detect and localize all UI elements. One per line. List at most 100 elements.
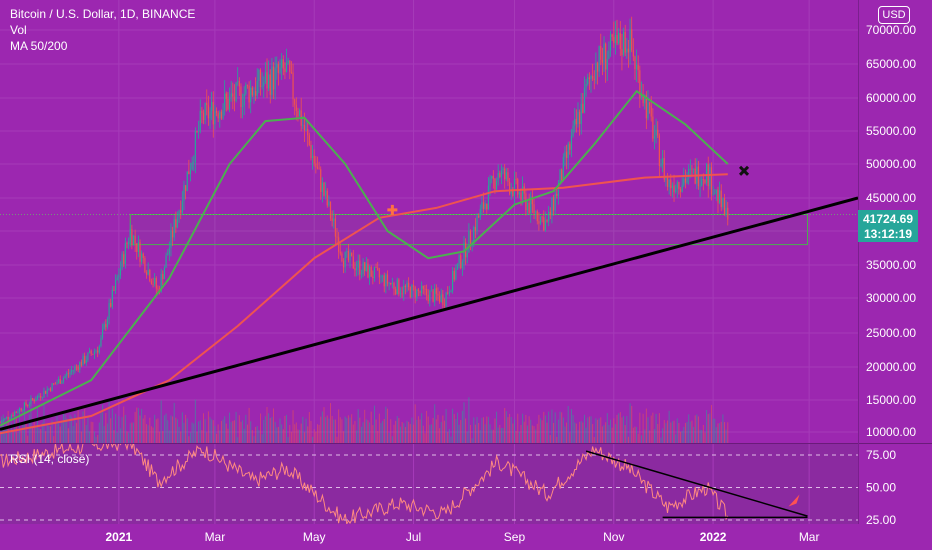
volume-bar — [220, 420, 222, 443]
time-tick-label: Sep — [504, 530, 526, 544]
candle-body — [613, 36, 615, 43]
candle-body — [320, 169, 322, 192]
candle-body — [111, 289, 113, 307]
volume-bar — [194, 399, 196, 443]
candle-body — [714, 193, 716, 195]
legend-ma[interactable]: MA 50/200 — [10, 39, 68, 53]
candle-body — [248, 85, 250, 103]
candle-body — [627, 48, 630, 53]
candle-body — [336, 236, 338, 238]
volume-bar — [383, 419, 385, 443]
candle-body — [440, 294, 442, 302]
candle-body — [704, 179, 706, 183]
candle-body — [517, 179, 519, 195]
candle-body — [587, 77, 589, 84]
volume-bar — [688, 414, 690, 443]
candle-body — [199, 110, 201, 131]
candle-body — [412, 284, 415, 288]
candle-body — [390, 282, 392, 285]
volume-bar — [198, 421, 200, 443]
volume-bar — [204, 419, 206, 443]
candle-body — [25, 402, 27, 406]
candle-body — [491, 175, 493, 179]
candle-body — [396, 279, 398, 295]
candle-body — [414, 287, 416, 298]
volume-bar — [509, 413, 511, 443]
volume-bar — [144, 415, 146, 443]
volume-bar — [566, 422, 568, 443]
volume-bar — [250, 421, 252, 443]
candle-body — [634, 56, 636, 70]
candle-body — [188, 171, 190, 175]
candle-body — [101, 329, 104, 338]
candle-body — [385, 274, 387, 287]
volume-bar — [69, 414, 71, 443]
candle-body — [281, 59, 283, 68]
candle-body — [520, 192, 522, 200]
candle-body — [284, 68, 286, 73]
time-tick-label: May — [303, 530, 326, 544]
candle-body — [658, 135, 660, 166]
candle-body — [355, 268, 358, 271]
volume-bar — [22, 423, 24, 443]
legend-volume[interactable]: Vol — [10, 23, 27, 37]
volume-bar — [209, 417, 211, 443]
volume-bar — [564, 426, 566, 443]
candle-body — [84, 355, 86, 363]
candle-body — [512, 188, 514, 196]
volume-bar — [308, 412, 310, 443]
time-axis[interactable]: 2021 Mar May Jul Sep Nov 2022 Mar — [105, 530, 819, 544]
volume-bar — [644, 429, 646, 443]
candle-body — [522, 186, 524, 200]
volume-bar — [196, 431, 198, 443]
volume-bar — [334, 419, 336, 443]
candle-body — [326, 190, 328, 206]
candle-body — [95, 350, 97, 352]
volume-bar — [665, 423, 667, 443]
volume-bar — [45, 431, 47, 443]
candle-body — [701, 179, 703, 186]
volume-bar — [30, 407, 32, 443]
volume-bar — [481, 417, 483, 443]
price-tick-label: 60000.00 — [866, 91, 916, 105]
volume-bar — [645, 408, 647, 443]
candle-body — [671, 185, 673, 189]
candle-body — [263, 82, 265, 86]
volume-bar — [54, 422, 56, 443]
volume-bar — [694, 415, 696, 443]
volume-bar — [624, 425, 626, 443]
volume-bar — [124, 414, 126, 443]
candle-body — [644, 95, 646, 104]
candle-body — [536, 211, 538, 222]
volume-bar — [282, 429, 284, 443]
volume-bar — [356, 430, 358, 443]
volume-bar — [574, 422, 576, 443]
candle-body — [316, 167, 319, 169]
legend-rsi[interactable]: RSI (14, close) — [10, 452, 90, 466]
candle-body — [1, 421, 3, 423]
volume-bar — [203, 413, 205, 443]
candle-body — [403, 285, 405, 294]
volume-bar — [292, 410, 294, 443]
currency-button[interactable]: USD — [878, 6, 910, 24]
volume-bar — [712, 418, 714, 443]
legend-symbol[interactable]: Bitcoin / U.S. Dollar, 1D, BINANCE — [10, 7, 196, 21]
candle-body — [482, 202, 485, 209]
candle-body — [640, 95, 643, 98]
volume-bar — [325, 417, 327, 443]
volume-bar — [714, 418, 716, 443]
volume-bar — [437, 414, 439, 443]
volume-bar — [59, 426, 61, 443]
volume-bar — [548, 411, 550, 443]
candle-body — [508, 181, 511, 194]
volume-bar — [172, 416, 174, 443]
candle-body — [585, 83, 587, 88]
candle-body — [28, 404, 30, 406]
candle-body — [41, 397, 43, 399]
candle-body — [285, 62, 288, 73]
rsi-axis[interactable]: 75.00 50.00 25.00 — [866, 448, 896, 527]
volume-bar — [313, 429, 315, 443]
volume-bar — [168, 430, 170, 443]
volume-bar — [84, 408, 86, 443]
